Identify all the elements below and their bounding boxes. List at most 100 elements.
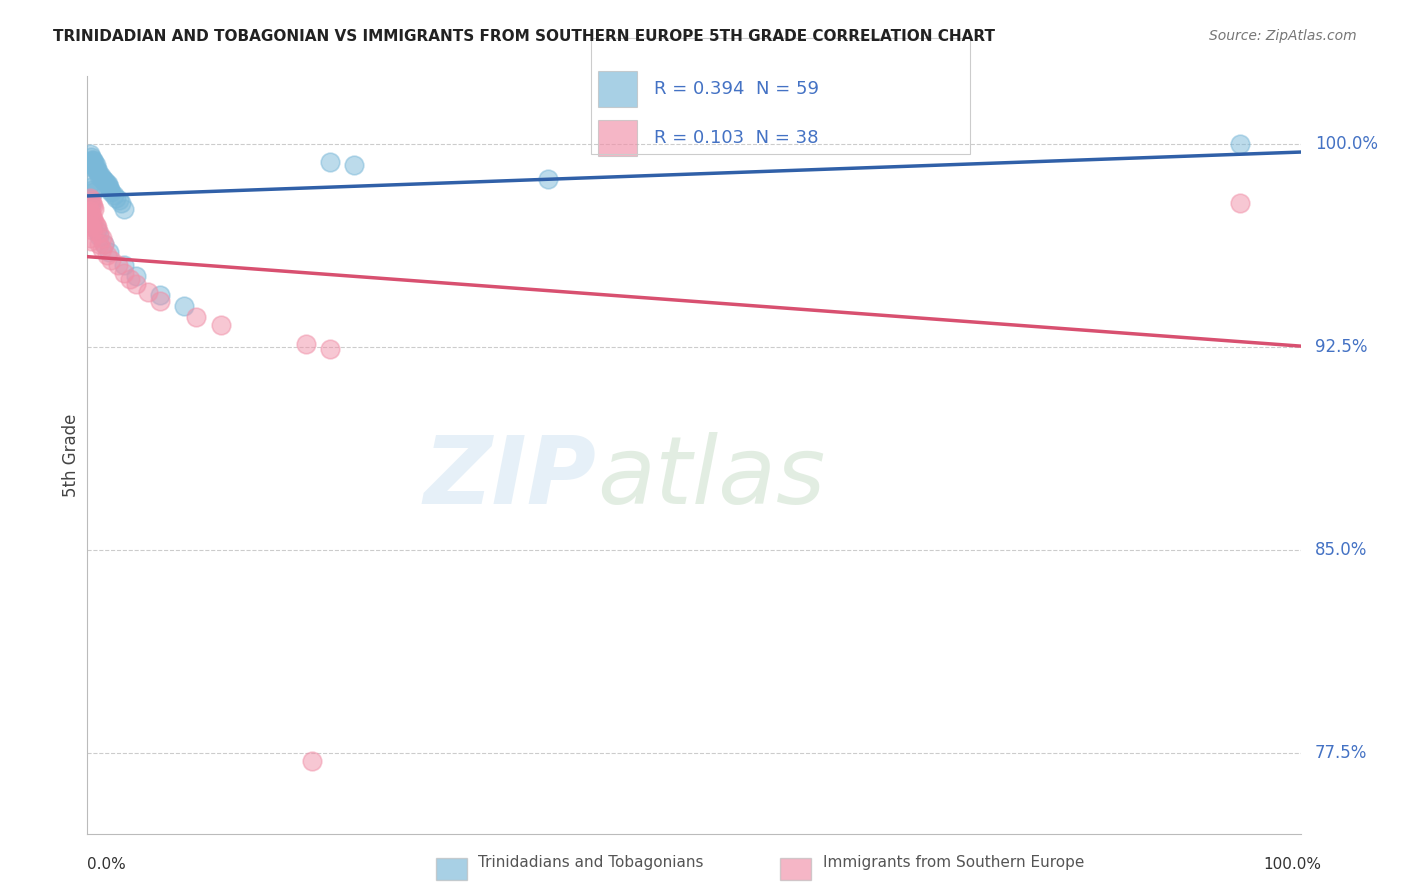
Point — [84, 218, 107, 232]
Point — [80, 182, 103, 196]
Point — [79, 212, 101, 227]
Point — [82, 199, 104, 213]
Point — [98, 244, 121, 259]
Text: 100.0%: 100.0% — [1315, 135, 1378, 153]
Point — [112, 202, 135, 216]
Point — [80, 218, 103, 232]
Point — [1229, 196, 1251, 211]
Point — [319, 155, 342, 169]
Point — [93, 236, 115, 251]
Text: 100.0%: 100.0% — [1264, 857, 1322, 872]
Point — [79, 191, 101, 205]
Point — [96, 177, 118, 191]
Point — [79, 196, 101, 211]
Point — [89, 169, 111, 183]
Point — [89, 236, 111, 251]
Point — [136, 285, 159, 300]
Point — [84, 161, 107, 175]
Point — [93, 236, 115, 251]
Point — [83, 161, 105, 175]
Point — [103, 188, 125, 202]
Text: atlas: atlas — [596, 432, 825, 524]
Point — [149, 288, 172, 302]
Point — [80, 223, 103, 237]
Point — [79, 147, 101, 161]
Point — [79, 155, 101, 169]
Text: 85.0%: 85.0% — [1315, 541, 1368, 558]
Point — [80, 220, 103, 235]
Text: R = 0.394  N = 59: R = 0.394 N = 59 — [654, 80, 818, 98]
Point — [186, 310, 208, 324]
Point — [83, 215, 105, 229]
Point — [319, 343, 342, 357]
Point — [80, 155, 103, 169]
Point — [105, 191, 128, 205]
Point — [90, 231, 112, 245]
Point — [90, 242, 112, 256]
Point — [79, 177, 101, 191]
Point — [97, 177, 120, 191]
Point — [80, 153, 103, 167]
Point — [118, 272, 141, 286]
Point — [83, 202, 105, 216]
Point — [83, 155, 105, 169]
Point — [209, 318, 232, 332]
Text: Immigrants from Southern Europe: Immigrants from Southern Europe — [823, 855, 1084, 870]
Text: TRINIDADIAN AND TOBAGONIAN VS IMMIGRANTS FROM SOUTHERN EUROPE 5TH GRADE CORRELAT: TRINIDADIAN AND TOBAGONIAN VS IMMIGRANTS… — [53, 29, 995, 44]
Text: R = 0.103  N = 38: R = 0.103 N = 38 — [654, 129, 818, 147]
Text: Trinidadians and Tobagonians: Trinidadians and Tobagonians — [478, 855, 703, 870]
Point — [301, 754, 323, 768]
Point — [96, 247, 118, 261]
Point — [112, 267, 135, 281]
Point — [1229, 136, 1251, 151]
Point — [80, 179, 103, 194]
Point — [89, 226, 111, 240]
Text: 77.5%: 77.5% — [1315, 744, 1368, 762]
Point — [94, 174, 117, 188]
Point — [98, 182, 121, 196]
Point — [112, 259, 135, 273]
Text: ZIP: ZIP — [425, 432, 596, 524]
Point — [91, 171, 114, 186]
Point — [87, 163, 110, 178]
Point — [80, 215, 103, 229]
Point — [79, 204, 101, 219]
Point — [149, 293, 172, 308]
Point — [125, 269, 148, 284]
Point — [110, 196, 132, 211]
Point — [80, 194, 103, 208]
Point — [90, 171, 112, 186]
Point — [80, 150, 103, 164]
Text: 0.0%: 0.0% — [87, 857, 127, 872]
Point — [86, 220, 108, 235]
Point — [86, 223, 108, 237]
Point — [80, 199, 103, 213]
Point — [537, 171, 560, 186]
Point — [100, 252, 122, 267]
Point — [80, 234, 103, 248]
Point — [80, 207, 103, 221]
Point — [89, 228, 111, 243]
Point — [82, 186, 104, 200]
Text: Source: ZipAtlas.com: Source: ZipAtlas.com — [1209, 29, 1357, 43]
Point — [100, 186, 122, 200]
Point — [80, 196, 103, 211]
Point — [79, 218, 101, 232]
Point — [80, 210, 103, 224]
Point — [294, 337, 316, 351]
Point — [79, 231, 101, 245]
Point — [82, 153, 104, 167]
Point — [80, 158, 103, 172]
Point — [125, 277, 148, 292]
Point — [343, 158, 366, 172]
Point — [84, 158, 107, 172]
Point — [173, 299, 195, 313]
Point — [93, 174, 115, 188]
Point — [107, 194, 129, 208]
Y-axis label: 5th Grade: 5th Grade — [62, 413, 80, 497]
Point — [107, 259, 129, 273]
Point — [98, 179, 121, 194]
Point — [89, 169, 111, 183]
Point — [86, 163, 108, 178]
Point — [82, 212, 104, 227]
